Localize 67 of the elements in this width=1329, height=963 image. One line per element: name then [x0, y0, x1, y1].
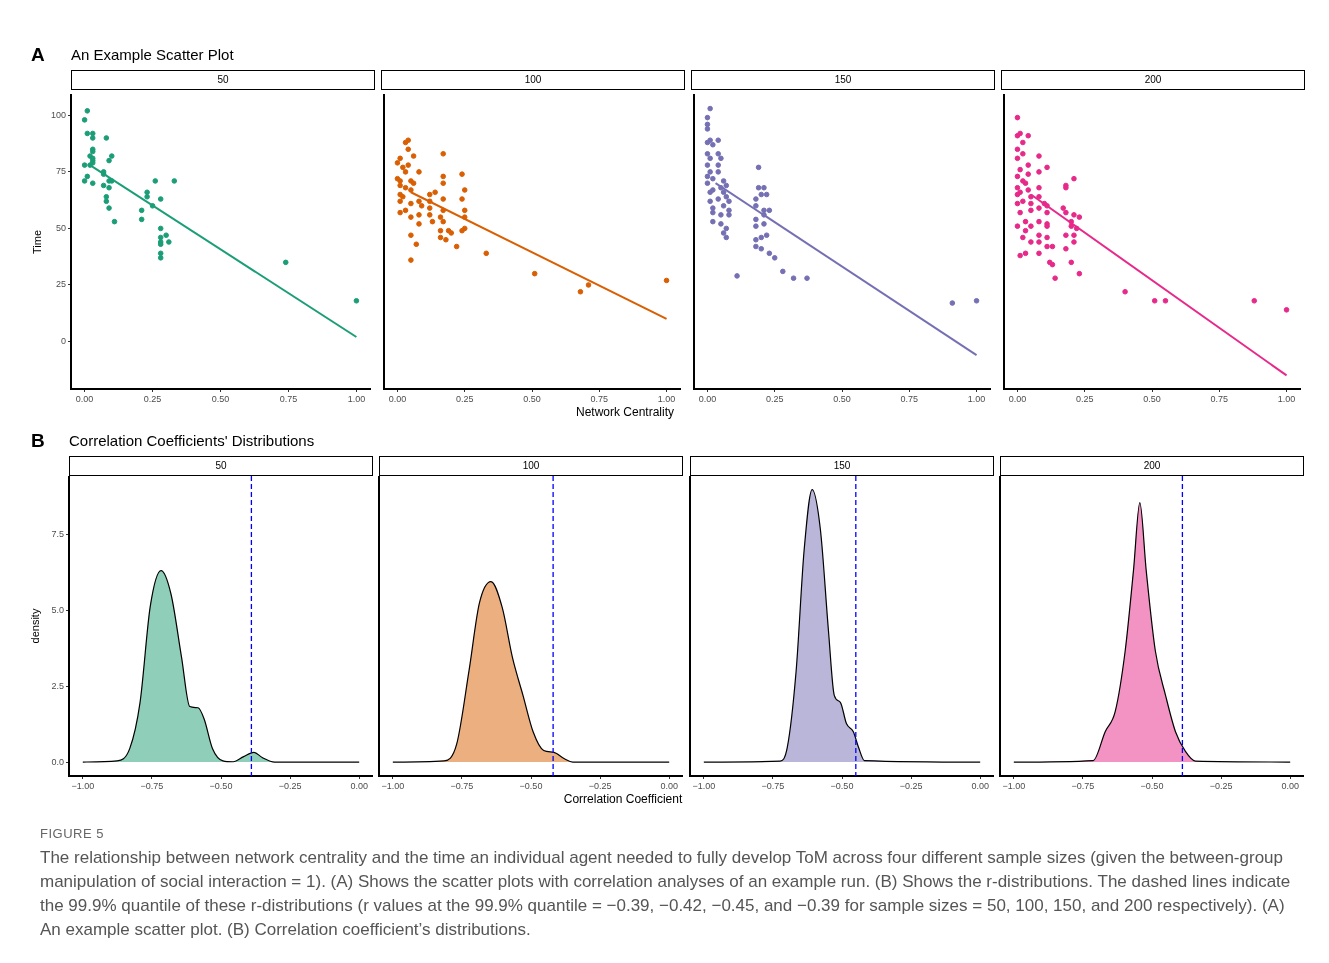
- chart-title: 100: [381, 70, 685, 90]
- x-tick-label: −0.75: [761, 780, 785, 791]
- x-tick-label: 0.25: [765, 393, 784, 404]
- x-tick-label: 0.75: [900, 393, 919, 404]
- x-tick-label: −0.25: [278, 780, 302, 791]
- x-tick-label: 0.75: [1210, 393, 1229, 404]
- x-tick-label: −1.00: [71, 780, 95, 791]
- y-tick-label: 0.0: [51, 756, 64, 767]
- text: Correlation Coefficients' Distributions: [69, 432, 315, 449]
- x-tick-label: 0.00: [350, 780, 368, 791]
- y-tick-label: 50: [55, 222, 66, 233]
- y-tick-label: 100: [50, 109, 66, 120]
- y-tick-label: 75: [55, 166, 66, 177]
- y-tick-label: 5.0: [51, 604, 64, 615]
- x-tick-label: −1.00: [1002, 780, 1026, 791]
- x-tick-label: 1.00: [657, 393, 676, 404]
- chart-title: 150: [691, 70, 995, 90]
- x-tick-label: −1.00: [692, 780, 716, 791]
- x-axis-title: Network Centrality: [575, 405, 675, 419]
- chart-title: 200: [1001, 70, 1305, 90]
- y-axis-title: Time: [30, 229, 43, 255]
- x-tick-label: −0.25: [588, 780, 612, 791]
- x-tick-label: −0.75: [1071, 780, 1095, 791]
- x-tick-label: −0.75: [140, 780, 164, 791]
- y-axis-title: density: [28, 608, 41, 644]
- text: A: [31, 44, 45, 66]
- x-tick-label: −0.75: [450, 780, 474, 791]
- chart-title: 200: [1000, 456, 1304, 476]
- x-tick-label: 0.50: [1143, 393, 1161, 404]
- x-tick-label: −0.25: [1209, 780, 1233, 791]
- text: B: [31, 430, 45, 452]
- x-tick-label: 0.00: [698, 393, 717, 404]
- x-tick-label: 0.75: [590, 393, 609, 404]
- x-tick-label: 0.50: [211, 393, 230, 404]
- chart-title: 50: [71, 70, 375, 90]
- x-tick-label: 0.75: [279, 393, 298, 404]
- chart-title: 50: [69, 456, 373, 476]
- x-tick-label: 0.25: [1075, 393, 1094, 404]
- x-tick-label: 0.00: [1281, 780, 1299, 791]
- x-tick-label: 0.25: [143, 393, 162, 404]
- y-tick-label: 25: [55, 279, 66, 290]
- y-tick-label: 7.5: [51, 529, 64, 540]
- x-tick-label: 1.00: [347, 393, 366, 404]
- chart-title: 150: [690, 456, 994, 476]
- x-tick-label: −0.50: [519, 780, 543, 791]
- y-tick-label: 0: [60, 335, 66, 346]
- x-tick-label: −1.00: [381, 780, 405, 791]
- x-tick-label: 0.00: [1008, 393, 1027, 404]
- x-tick-label: −0.50: [209, 780, 233, 791]
- x-tick-label: 0.00: [75, 393, 94, 404]
- x-tick-label: −0.50: [830, 780, 854, 791]
- x-tick-label: −0.50: [1140, 780, 1164, 791]
- x-tick-label: 0.00: [971, 780, 989, 791]
- caption: FIGURE 5: [40, 826, 104, 841]
- x-tick-label: 0.25: [455, 393, 474, 404]
- x-tick-label: 0.00: [660, 780, 678, 791]
- x-tick-label: −0.25: [899, 780, 923, 791]
- x-tick-label: 1.00: [967, 393, 986, 404]
- text: An Example Scatter Plot: [71, 46, 234, 63]
- text: The relationship between network centrality and the time an individual agent needed to fully develop ToM across four different sample sizes (given the between-group manipulation of social interaction = 1). (A) Shows the scatter plots with correlation analyses of an example run. (B) Shows the r-distributions. The dashed lines indicate the 99.9% quantile of these r-distributions (r values at the 99.9% quantile = −0.39, −0.42, −0.45, and −0.39 for sample sizes = 50, 100, 150, and 200 respectively). (A) An example scatter plot. (B) Correlation coefficient’s distributions.: [40, 847, 1292, 941]
- x-tick-label: 0.50: [833, 393, 851, 404]
- x-tick-label: 0.00: [388, 393, 407, 404]
- x-tick-label: 1.00: [1277, 393, 1296, 404]
- chart-title: 100: [379, 456, 683, 476]
- x-axis-title: Correlation Coefficient: [562, 792, 684, 806]
- x-tick-label: 0.50: [523, 393, 541, 404]
- y-tick-label: 2.5: [51, 680, 64, 691]
